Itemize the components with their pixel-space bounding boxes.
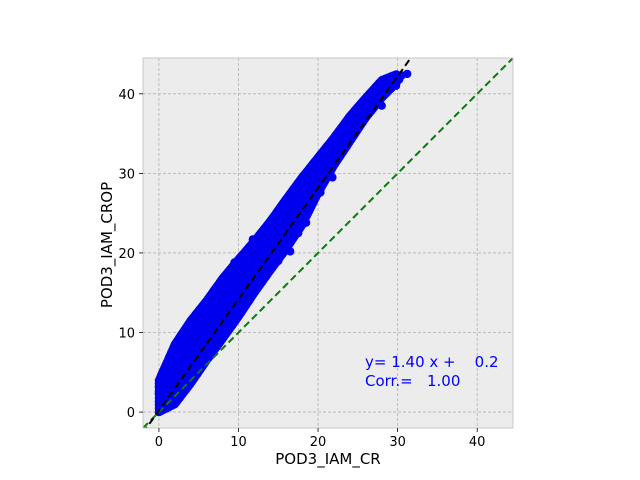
- scatter-point: [216, 282, 226, 291]
- y-axis-label: POD3_IAM_CROP: [98, 182, 117, 308]
- scatter-point: [391, 81, 401, 91]
- plot-frame: [142, 57, 514, 429]
- fit-equation-label: y= 1.40 x + 0.2: [365, 353, 499, 371]
- y-tick-label: 10: [118, 327, 135, 342]
- scatter-point: [274, 256, 283, 266]
- scatter-point: [373, 91, 382, 100]
- scatter-point: [294, 228, 303, 238]
- y-tick-label: 30: [118, 167, 135, 182]
- scatter-point: [339, 121, 348, 130]
- scatter-point: [345, 131, 355, 140]
- scatter-point: [272, 214, 281, 223]
- scatter-point: [317, 161, 327, 170]
- scatter-point: [185, 322, 194, 331]
- scatter-point: [365, 99, 374, 108]
- scatter-point: [403, 69, 412, 79]
- scatter-point: [230, 258, 239, 267]
- scatter-point: [336, 143, 345, 153]
- scatter-point: [248, 235, 257, 244]
- y-tick-label: 40: [118, 88, 135, 103]
- axis-ticks: 0 10 20 30 40 0 10 20 30 40: [118, 88, 485, 450]
- x-tick-label: 30: [389, 435, 406, 450]
- x-tick-label: 40: [469, 435, 486, 450]
- scatter-point: [357, 109, 366, 118]
- scatter-point: [262, 224, 271, 234]
- correlation-label: Corr.= 1.00: [365, 372, 460, 390]
- x-tick-label: 10: [230, 435, 247, 450]
- scatter-point: [286, 247, 295, 256]
- y-tick-label: 0: [127, 406, 135, 421]
- x-tick-label: 0: [155, 435, 163, 450]
- scatter-point: [377, 101, 386, 110]
- scatter-point: [328, 173, 337, 182]
- scatter-point: [156, 374, 165, 383]
- x-tick-label: 20: [310, 435, 327, 450]
- scatter-point: [154, 382, 164, 391]
- y-tick-label: 20: [118, 247, 135, 262]
- scatter-point: [174, 337, 183, 347]
- scatter-points: [154, 69, 412, 417]
- x-axis-label: POD3_IAM_CR: [275, 450, 380, 469]
- scatter-point: [301, 218, 311, 227]
- scatter-point: [202, 300, 211, 309]
- scatter-point: [164, 361, 173, 371]
- scatter-point: [305, 177, 315, 186]
- scatter-point: [154, 388, 164, 398]
